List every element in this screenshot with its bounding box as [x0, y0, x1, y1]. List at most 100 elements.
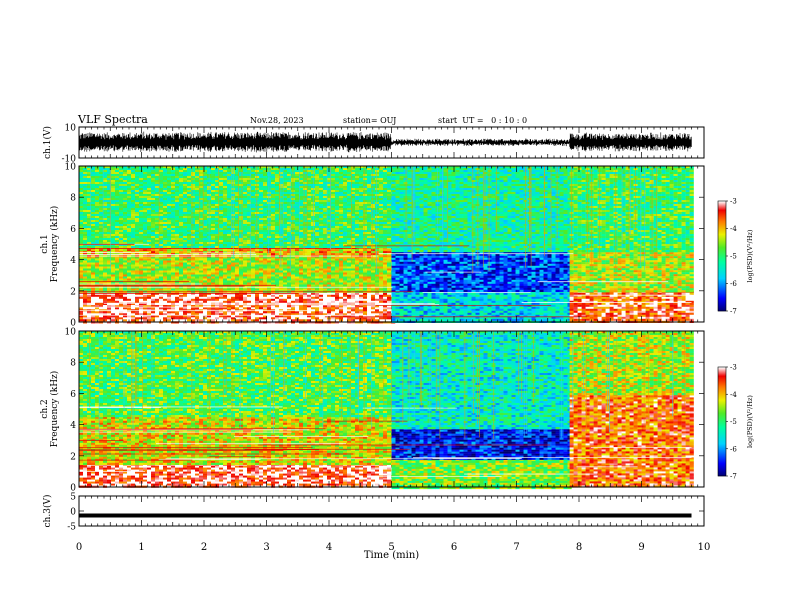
- psd-cell: [355, 295, 359, 297]
- psd-cell: [187, 297, 191, 299]
- psd-cell: [331, 319, 335, 321]
- psd-cell: [115, 299, 119, 301]
- psd-cell: [103, 311, 107, 313]
- psd-cell: [303, 259, 307, 261]
- psd-cell: [139, 311, 143, 313]
- psd-cell: [343, 319, 347, 321]
- psd-cell: [379, 269, 383, 271]
- psd-cell: [131, 297, 135, 299]
- psd-cell: [187, 267, 191, 269]
- psd-cell: [127, 259, 131, 261]
- psd-cell: [211, 317, 215, 319]
- psd-cell: [327, 293, 331, 295]
- psd-cell: [159, 263, 163, 265]
- psd-cell: [95, 317, 99, 319]
- psd-cell: [235, 297, 239, 299]
- psd-cell: [255, 295, 259, 297]
- psd-cell: [279, 317, 283, 319]
- psd-cell: [191, 295, 195, 297]
- psd-cell: [171, 267, 175, 269]
- psd-cell: [119, 301, 123, 303]
- psd-cell: [151, 311, 155, 313]
- psd-cell: [119, 271, 123, 273]
- psd-cell: [303, 319, 307, 321]
- psd-cell: [159, 259, 163, 261]
- psd-cell: [255, 261, 259, 263]
- psd-cell: [355, 261, 359, 263]
- psd-cell: [295, 265, 299, 267]
- psd-cell: [79, 303, 83, 305]
- psd-cell: [299, 295, 303, 297]
- psd-cell: [331, 265, 335, 267]
- psd-cell: [243, 261, 247, 263]
- psd-cell: [251, 307, 255, 309]
- psd-cell: [195, 319, 199, 321]
- psd-cell: [371, 263, 375, 265]
- psd-cell: [263, 295, 267, 297]
- psd-cell: [195, 297, 199, 299]
- psd-cell: [307, 263, 311, 265]
- psd-cell: [163, 265, 167, 267]
- psd-cell: [99, 261, 103, 263]
- psd-cell: [203, 261, 207, 263]
- psd-cell: [375, 307, 379, 309]
- psd-cell: [203, 259, 207, 261]
- psd-cell: [199, 307, 203, 309]
- psd-cell: [223, 297, 227, 299]
- psd-cell: [235, 271, 239, 273]
- psd-cell: [375, 269, 379, 271]
- psd-cell: [383, 265, 387, 267]
- psd-cell: [199, 267, 203, 269]
- psd-cell: [135, 267, 139, 269]
- psd-cell: [235, 305, 239, 307]
- psd-cell: [243, 297, 247, 299]
- psd-cell: [83, 271, 87, 273]
- psd-cell: [147, 299, 151, 301]
- psd-cell: [195, 299, 199, 301]
- psd-cell: [227, 269, 231, 271]
- psd-cell: [387, 263, 391, 265]
- psd-cell: [239, 297, 243, 299]
- psd-cell: [367, 293, 371, 295]
- psd-cell: [191, 299, 195, 301]
- psd-cell: [175, 265, 179, 267]
- psd-cell: [379, 261, 383, 263]
- psd-cell: [163, 307, 167, 309]
- psd-cell: [243, 263, 247, 265]
- psd-cell: [379, 263, 383, 265]
- psd-cell: [135, 301, 139, 303]
- psd-cell: [267, 307, 271, 309]
- psd-cell: [227, 317, 231, 319]
- psd-cell: [283, 317, 287, 319]
- psd-cell: [195, 259, 199, 261]
- psd-cell: [355, 305, 359, 307]
- psd-cell: [139, 317, 143, 319]
- psd-cell: [115, 317, 119, 319]
- psd-cell: [167, 297, 171, 299]
- psd-cell: [195, 317, 199, 319]
- psd-cell: [299, 263, 303, 265]
- psd-cell: [159, 297, 163, 299]
- psd-cell: [339, 263, 343, 265]
- psd-cell: [131, 265, 135, 267]
- psd-cell: [371, 269, 375, 271]
- psd-cell: [287, 269, 291, 271]
- psd-cell: [87, 271, 91, 273]
- psd-cell: [119, 267, 123, 269]
- psd-cell: [287, 267, 291, 269]
- psd-cell: [151, 261, 155, 263]
- psd-cell: [335, 309, 339, 311]
- psd-cell: [259, 299, 263, 301]
- psd-cell: [367, 269, 371, 271]
- psd-cell: [335, 293, 339, 295]
- psd-cell: [211, 301, 215, 303]
- psd-cell: [287, 305, 291, 307]
- psd-cell: [227, 265, 231, 267]
- psd-cell: [199, 261, 203, 263]
- psd-cell: [311, 309, 315, 311]
- psd-cell: [227, 267, 231, 269]
- psd-cell: [279, 301, 283, 303]
- psd-cell: [331, 305, 335, 307]
- psd-cell: [251, 305, 255, 307]
- psd-cell: [127, 265, 131, 267]
